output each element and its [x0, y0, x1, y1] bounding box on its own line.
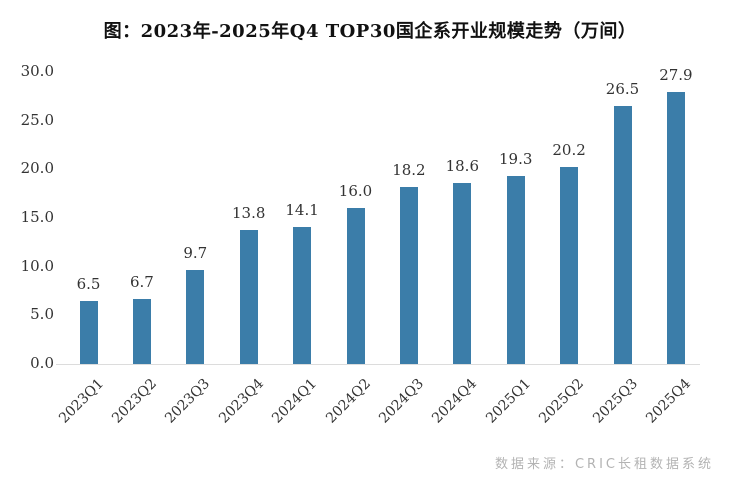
x-axis-line: [56, 364, 700, 365]
bar-value-label: 6.7: [129, 272, 154, 291]
bar-value-label: 16.0: [338, 182, 373, 201]
bar: [613, 106, 632, 364]
y-axis-tick-label: 0.0: [30, 354, 54, 372]
y-axis-tick-label: 30.0: [20, 62, 54, 80]
bar-value-label: 18.2: [392, 160, 426, 179]
y-axis-tick-label: 5.0: [30, 305, 54, 324]
bar: [560, 167, 579, 364]
bar-value-label: 9.7: [183, 243, 208, 262]
bar: [132, 298, 151, 364]
bar: [453, 182, 472, 364]
y-axis-tick-label: 10.0: [20, 256, 54, 275]
bar: [506, 176, 525, 364]
bar-value-label: 26.5: [605, 80, 640, 99]
y-axis-tick-label: 25.0: [20, 110, 54, 129]
bar: [239, 229, 258, 364]
bar: [346, 208, 365, 364]
bar-value-label: 19.3: [498, 150, 533, 169]
bar-value-label: 18.6: [445, 156, 479, 175]
chart-title: 图：2023年-2025年Q4 TOP30国企系开业规模走势（万间）: [103, 21, 637, 42]
bar-value-label: 20.2: [552, 141, 586, 160]
bar: [186, 269, 205, 364]
bar: [399, 186, 418, 364]
bar-value-label: 13.8: [231, 203, 266, 222]
source-note: 数据来源：CRIC长租数据系统: [494, 457, 714, 472]
bar-value-label: 6.5: [76, 274, 101, 293]
y-axis-tick-label: 20.0: [20, 159, 54, 178]
bar-value-label: 27.9: [659, 66, 693, 85]
y-axis-tick-label: 15.0: [20, 208, 54, 226]
bar: [79, 300, 98, 364]
bar-value-label: 14.1: [285, 200, 319, 219]
bar: [666, 92, 685, 364]
bar: [293, 226, 312, 364]
